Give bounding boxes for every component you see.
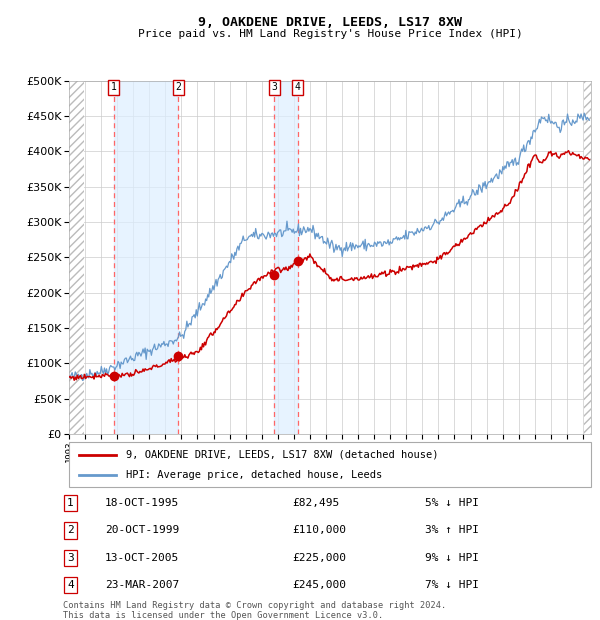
Text: £245,000: £245,000 bbox=[292, 580, 346, 590]
Text: 9, OAKDENE DRIVE, LEEDS, LS17 8XW: 9, OAKDENE DRIVE, LEEDS, LS17 8XW bbox=[198, 16, 462, 29]
Text: 4: 4 bbox=[295, 82, 301, 92]
Bar bbox=[584, 81, 591, 434]
Text: 9% ↓ HPI: 9% ↓ HPI bbox=[425, 552, 479, 562]
Text: 13-OCT-2005: 13-OCT-2005 bbox=[105, 552, 179, 562]
Text: 18-OCT-1995: 18-OCT-1995 bbox=[105, 498, 179, 508]
Text: 2: 2 bbox=[175, 82, 181, 92]
Text: 1: 1 bbox=[111, 82, 117, 92]
Text: Contains HM Land Registry data © Crown copyright and database right 2024.: Contains HM Land Registry data © Crown c… bbox=[63, 601, 446, 611]
Text: Price paid vs. HM Land Registry's House Price Index (HPI): Price paid vs. HM Land Registry's House … bbox=[137, 29, 523, 39]
Text: 9, OAKDENE DRIVE, LEEDS, LS17 8XW (detached house): 9, OAKDENE DRIVE, LEEDS, LS17 8XW (detac… bbox=[127, 450, 439, 459]
Bar bbox=[69, 81, 84, 434]
Bar bbox=[274, 81, 298, 434]
Text: 1: 1 bbox=[67, 498, 74, 508]
Text: 23-MAR-2007: 23-MAR-2007 bbox=[105, 580, 179, 590]
Text: £82,495: £82,495 bbox=[292, 498, 339, 508]
Bar bbox=[584, 81, 591, 434]
Text: 4: 4 bbox=[67, 580, 74, 590]
Text: HPI: Average price, detached house, Leeds: HPI: Average price, detached house, Leed… bbox=[127, 470, 383, 480]
Text: £225,000: £225,000 bbox=[292, 552, 346, 562]
Bar bbox=[114, 81, 178, 434]
Text: 2: 2 bbox=[67, 526, 74, 536]
Text: This data is licensed under the Open Government Licence v3.0.: This data is licensed under the Open Gov… bbox=[63, 611, 383, 620]
FancyBboxPatch shape bbox=[69, 442, 591, 487]
Text: 3: 3 bbox=[67, 552, 74, 562]
Text: 7% ↓ HPI: 7% ↓ HPI bbox=[425, 580, 479, 590]
Text: £110,000: £110,000 bbox=[292, 526, 346, 536]
Bar bbox=[69, 81, 84, 434]
Text: 20-OCT-1999: 20-OCT-1999 bbox=[105, 526, 179, 536]
Text: 3: 3 bbox=[271, 82, 277, 92]
Text: 3% ↑ HPI: 3% ↑ HPI bbox=[425, 526, 479, 536]
Text: 5% ↓ HPI: 5% ↓ HPI bbox=[425, 498, 479, 508]
